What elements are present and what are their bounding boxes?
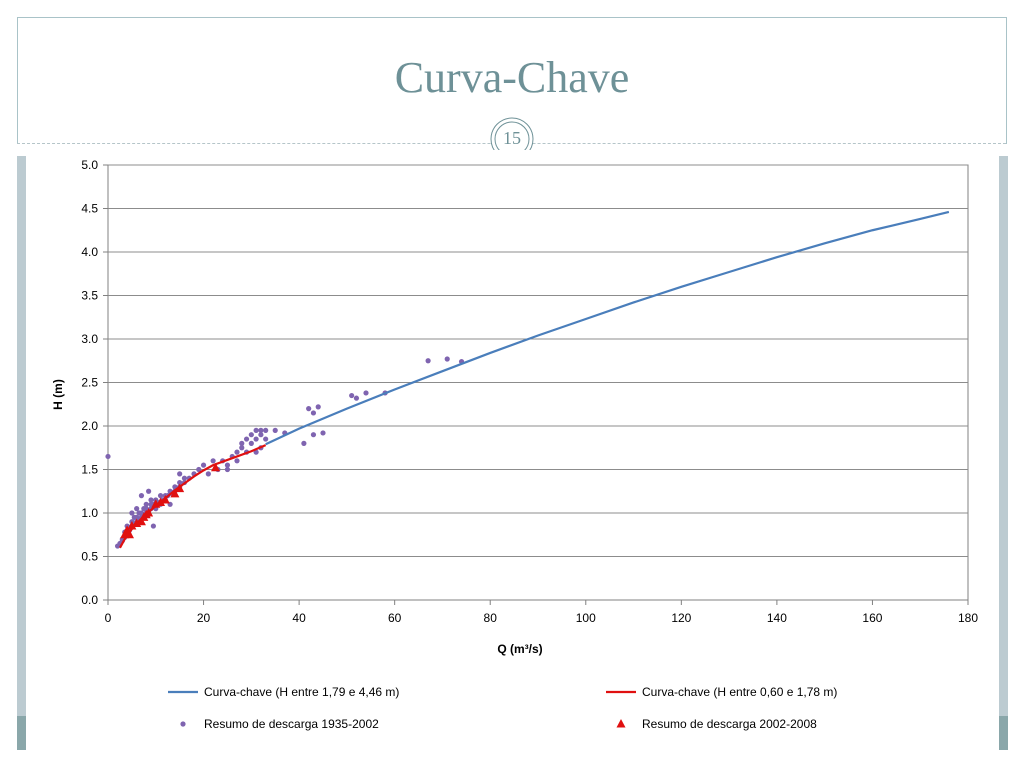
data-point-1935-2002 bbox=[200, 462, 207, 468]
data-point-1935-2002 bbox=[272, 427, 278, 433]
data-point-1935-2002 bbox=[248, 440, 254, 446]
data-point-1935-2002 bbox=[129, 510, 135, 516]
data-point-1935-2002 bbox=[263, 427, 269, 433]
data-point-1935-2002 bbox=[315, 404, 321, 410]
data-point-2002-2008 bbox=[125, 529, 134, 539]
data-point-2002-2008 bbox=[211, 462, 220, 472]
data-point-1935-2002 bbox=[234, 449, 240, 455]
data-layer bbox=[105, 210, 950, 549]
data-point-1935-2002 bbox=[425, 358, 431, 364]
data-point-1935-2002 bbox=[239, 445, 245, 451]
data-point-1935-2002 bbox=[349, 392, 355, 399]
x-tick-label: 120 bbox=[671, 611, 691, 625]
y-tick-label: 4.5 bbox=[81, 202, 98, 216]
legend-label: Resumo de descarga 2002-2008 bbox=[642, 717, 817, 731]
data-point-1935-2002 bbox=[353, 395, 360, 401]
y-tick-label: 1.0 bbox=[81, 506, 98, 520]
data-point-1935-2002 bbox=[150, 523, 156, 529]
data-point-1935-2002 bbox=[143, 501, 149, 507]
data-point-1935-2002 bbox=[258, 427, 264, 433]
y-tick-label: 4.0 bbox=[81, 245, 98, 259]
x-tick-label: 0 bbox=[105, 611, 112, 625]
data-point-2002-2008 bbox=[127, 521, 137, 530]
data-point-1935-2002 bbox=[134, 506, 140, 512]
legend-marker bbox=[180, 721, 186, 727]
data-point-1935-2002 bbox=[320, 430, 326, 436]
left-side-bar bbox=[17, 156, 26, 748]
y-tick-label: 2.5 bbox=[81, 376, 98, 390]
left-side-accent bbox=[17, 716, 26, 750]
data-point-2002-2008 bbox=[144, 508, 154, 517]
legend: Curva-chave (H entre 1,79 e 4,46 m) Curva… bbox=[168, 685, 837, 731]
y-tick-label: 0.5 bbox=[81, 550, 98, 564]
data-point-2002-2008 bbox=[156, 497, 166, 507]
data-point-1935-2002 bbox=[234, 458, 240, 464]
x-axis-title: Q (m³/s) bbox=[497, 642, 542, 656]
data-point-2002-2008 bbox=[170, 488, 180, 498]
data-point-1935-2002 bbox=[363, 390, 369, 396]
right-side-bar bbox=[999, 156, 1008, 748]
data-point-1935-2002 bbox=[301, 440, 307, 446]
data-point-1935-2002 bbox=[210, 458, 216, 464]
data-point-2002-2008 bbox=[160, 494, 170, 504]
data-point-1935-2002 bbox=[310, 432, 317, 438]
data-point-1935-2002 bbox=[148, 497, 154, 503]
data-point-1935-2002 bbox=[248, 432, 254, 438]
y-tick-label: 5.0 bbox=[81, 158, 98, 172]
x-tick-label: 80 bbox=[484, 611, 498, 625]
y-tick-label: 3.0 bbox=[81, 332, 98, 346]
data-point-1935-2002 bbox=[444, 356, 450, 362]
legend-label: Curva-chave (H entre 1,79 e 4,46 m) bbox=[204, 685, 399, 699]
x-tick-label: 40 bbox=[292, 611, 306, 625]
data-point-1935-2002 bbox=[253, 427, 259, 433]
y-tick-label: 2.0 bbox=[81, 419, 98, 433]
x-tick-label: 180 bbox=[958, 611, 978, 625]
x-tick-label: 140 bbox=[767, 611, 787, 625]
data-point-1935-2002 bbox=[306, 406, 312, 412]
data-point-1935-2002 bbox=[224, 466, 231, 473]
legend-marker bbox=[616, 719, 626, 728]
y-axis-title: H (m) bbox=[51, 379, 65, 410]
x-tick-label: 100 bbox=[576, 611, 596, 625]
legend-label: Curva-chave (H entre 0,60 e 1,78 m) bbox=[642, 685, 837, 699]
curve-line-upper bbox=[265, 210, 950, 446]
page-number: 15 bbox=[503, 128, 521, 148]
legend-label: Resumo de descarga 1935-2002 bbox=[204, 717, 379, 731]
data-point-1935-2002 bbox=[310, 410, 317, 416]
data-point-1935-2002 bbox=[138, 493, 145, 499]
data-point-1935-2002 bbox=[196, 466, 202, 473]
data-point-1935-2002 bbox=[157, 493, 164, 499]
data-point-1935-2002 bbox=[263, 436, 269, 442]
data-point-2002-2008 bbox=[136, 516, 146, 526]
chart-area: 0.0 0.5 1.0 1.5 2.0 2.5 3.0 3.5 4.0 4.5 5.0 0 20 40 60… bbox=[28, 150, 996, 750]
data-point-1935-2002 bbox=[253, 436, 259, 442]
data-point-1935-2002 bbox=[243, 436, 250, 442]
x-tick-label: 20 bbox=[197, 611, 211, 625]
data-point-2002-2008 bbox=[175, 483, 185, 493]
y-tick-label: 0.0 bbox=[81, 593, 98, 607]
data-point-1935-2002 bbox=[224, 462, 231, 468]
data-point-1935-2002 bbox=[258, 432, 264, 438]
slide-title-frame bbox=[17, 17, 1007, 144]
x-tick-label: 160 bbox=[862, 611, 882, 625]
y-tick-label: 1.5 bbox=[81, 463, 98, 477]
data-point-1935-2002 bbox=[239, 440, 245, 446]
data-point-1935-2002 bbox=[177, 471, 183, 477]
right-side-accent bbox=[999, 716, 1008, 750]
y-tick-label: 3.5 bbox=[81, 289, 98, 303]
data-point-1935-2002 bbox=[146, 488, 152, 494]
data-point-1935-2002 bbox=[205, 471, 211, 477]
x-tick-label: 60 bbox=[388, 611, 402, 625]
rating-curve-chart: 0.0 0.5 1.0 1.5 2.0 2.5 3.0 3.5 4.0 4.5 5.0 0 20 40 60… bbox=[51, 158, 978, 731]
data-point-1935-2002 bbox=[177, 479, 183, 486]
slide-title: Curva-Chave bbox=[394, 53, 630, 102]
data-point-1935-2002 bbox=[181, 475, 188, 481]
data-point-1935-2002 bbox=[105, 453, 111, 460]
